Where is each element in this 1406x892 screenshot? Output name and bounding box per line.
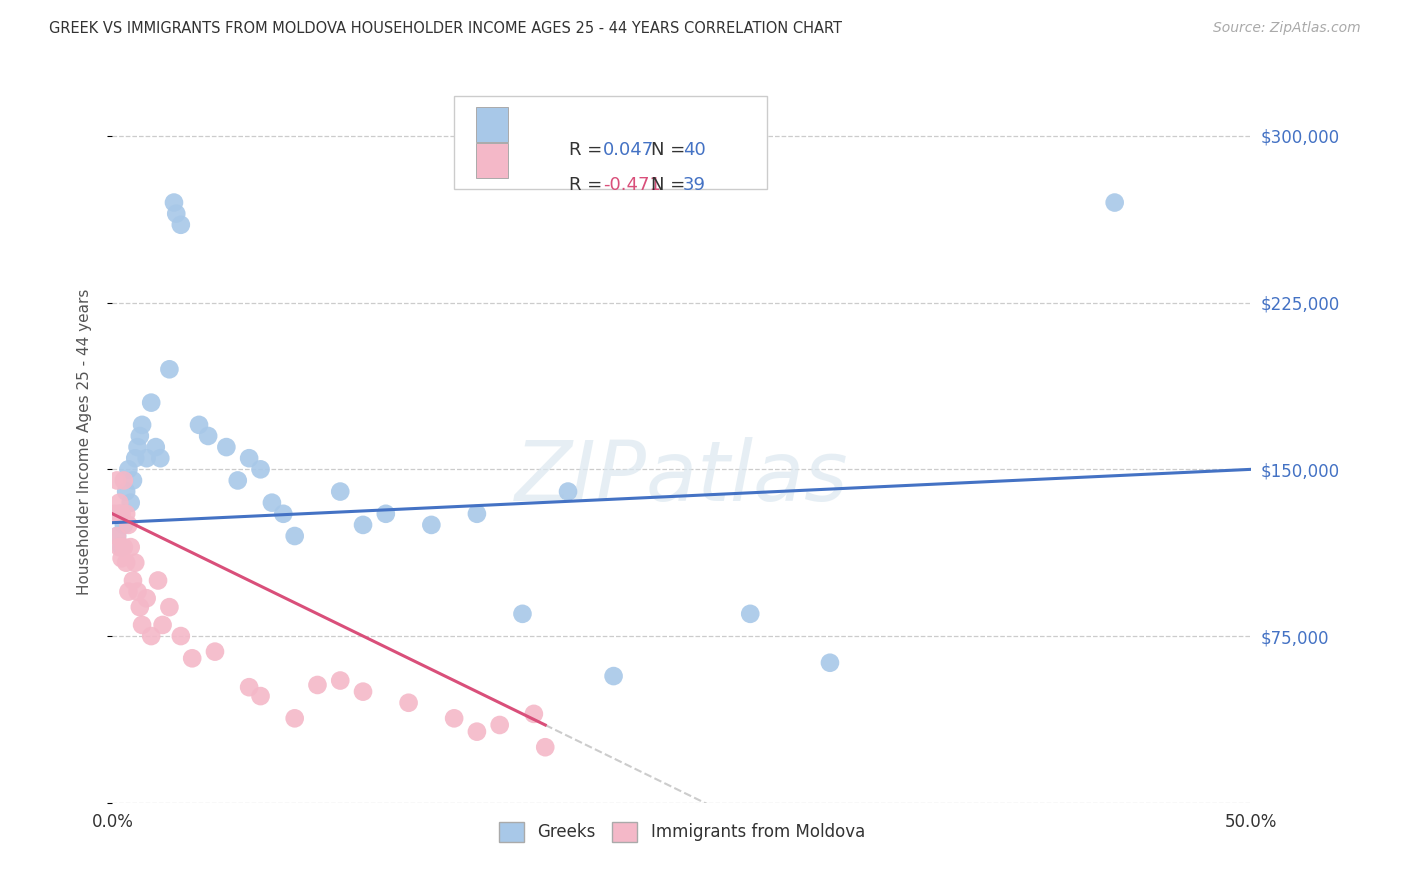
Point bbox=[284, 711, 307, 725]
Point bbox=[110, 540, 132, 554]
Point bbox=[115, 556, 138, 570]
Point bbox=[120, 540, 142, 554]
Point bbox=[117, 584, 139, 599]
Point bbox=[170, 218, 193, 232]
Point bbox=[249, 689, 271, 703]
Point bbox=[238, 680, 260, 694]
Point bbox=[181, 651, 204, 665]
Point bbox=[443, 711, 465, 725]
Point bbox=[163, 195, 186, 210]
Point bbox=[141, 395, 163, 409]
Point bbox=[523, 706, 546, 721]
Text: 0.047: 0.047 bbox=[603, 141, 654, 160]
Point bbox=[260, 496, 283, 510]
Point bbox=[165, 207, 187, 221]
Point bbox=[108, 507, 131, 521]
Point bbox=[557, 484, 579, 499]
Text: N =: N = bbox=[651, 176, 690, 194]
Point bbox=[352, 684, 374, 698]
Text: R =: R = bbox=[569, 176, 609, 194]
Legend: Greeks, Immigrants from Moldova: Greeks, Immigrants from Moldova bbox=[492, 815, 872, 848]
Point bbox=[122, 574, 145, 588]
Point bbox=[146, 574, 169, 588]
Point bbox=[170, 629, 193, 643]
Point bbox=[398, 696, 420, 710]
FancyBboxPatch shape bbox=[454, 96, 768, 189]
Point bbox=[110, 551, 132, 566]
Bar bbox=[475, 107, 508, 142]
Point bbox=[112, 474, 135, 488]
Point bbox=[104, 507, 127, 521]
Point bbox=[131, 618, 153, 632]
Point bbox=[117, 517, 139, 532]
Point bbox=[534, 740, 557, 755]
Point bbox=[159, 362, 180, 376]
Point bbox=[108, 540, 131, 554]
Text: 39: 39 bbox=[683, 176, 706, 194]
Point bbox=[159, 600, 180, 615]
Point bbox=[112, 517, 135, 532]
Point bbox=[818, 656, 841, 670]
Y-axis label: Householder Income Ages 25 - 44 years: Householder Income Ages 25 - 44 years bbox=[77, 288, 91, 595]
Point bbox=[124, 556, 146, 570]
Point bbox=[141, 629, 163, 643]
Point bbox=[131, 417, 153, 432]
Bar bbox=[475, 143, 508, 178]
Text: 40: 40 bbox=[683, 141, 706, 160]
Point bbox=[1104, 195, 1126, 210]
Point bbox=[145, 440, 167, 454]
Point bbox=[215, 440, 238, 454]
Point bbox=[238, 451, 260, 466]
Point bbox=[105, 529, 128, 543]
Point bbox=[204, 645, 226, 659]
Point bbox=[110, 507, 132, 521]
Point bbox=[122, 474, 145, 488]
Point bbox=[112, 540, 135, 554]
Point bbox=[271, 507, 295, 521]
Point bbox=[128, 600, 150, 615]
Point bbox=[105, 474, 128, 488]
Point bbox=[512, 607, 534, 621]
Text: -0.471: -0.471 bbox=[603, 176, 661, 194]
Point bbox=[329, 484, 352, 499]
Point bbox=[117, 462, 139, 476]
Text: GREEK VS IMMIGRANTS FROM MOLDOVA HOUSEHOLDER INCOME AGES 25 - 44 YEARS CORRELATI: GREEK VS IMMIGRANTS FROM MOLDOVA HOUSEHO… bbox=[49, 21, 842, 36]
Point bbox=[124, 451, 146, 466]
Point bbox=[127, 440, 149, 454]
Point bbox=[115, 507, 138, 521]
Point bbox=[115, 484, 138, 499]
Point bbox=[488, 718, 510, 732]
Point bbox=[329, 673, 352, 688]
Point bbox=[374, 507, 396, 521]
Text: Source: ZipAtlas.com: Source: ZipAtlas.com bbox=[1213, 21, 1361, 35]
Point bbox=[120, 496, 142, 510]
Point bbox=[105, 529, 128, 543]
Point bbox=[127, 584, 149, 599]
Point bbox=[249, 462, 271, 476]
Point bbox=[465, 724, 488, 739]
Point bbox=[307, 678, 329, 692]
Text: R =: R = bbox=[569, 141, 609, 160]
Text: ZIPatlas: ZIPatlas bbox=[515, 437, 849, 518]
Point bbox=[740, 607, 762, 621]
Point bbox=[108, 496, 131, 510]
Point bbox=[149, 451, 172, 466]
Point bbox=[128, 429, 150, 443]
Point bbox=[135, 591, 157, 606]
Point bbox=[284, 529, 307, 543]
Point bbox=[226, 474, 249, 488]
Point bbox=[352, 517, 374, 532]
Point bbox=[465, 507, 488, 521]
Point bbox=[197, 429, 219, 443]
Point bbox=[602, 669, 624, 683]
Point bbox=[420, 517, 443, 532]
Text: N =: N = bbox=[651, 141, 690, 160]
Point bbox=[135, 451, 157, 466]
Point bbox=[152, 618, 174, 632]
Point bbox=[188, 417, 211, 432]
